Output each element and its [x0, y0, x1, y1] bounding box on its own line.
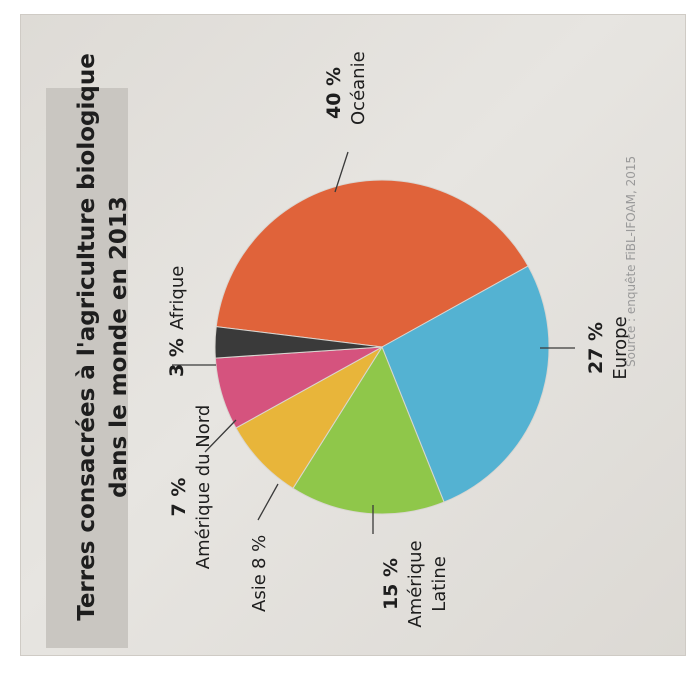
pie-slices [214, 179, 550, 515]
label-asie-name: Asie [249, 574, 270, 612]
chart-title-line1: Terres consacrées à l'agriculture biolog… [74, 53, 100, 621]
pie-slice-oceanie [215, 179, 529, 348]
title-band [46, 88, 128, 648]
pie-slice-afrique [214, 326, 383, 359]
label-amlatine-name2: Latine [429, 556, 450, 612]
pie-slice-amerique-latine [292, 345, 445, 515]
chart-title-line2: dans le monde en 2013 [106, 196, 132, 498]
label-europe-pct: 27 % [585, 322, 607, 374]
label-afrique-pct: 3 % [166, 338, 188, 377]
label-oceanie-pct: 40 % [323, 67, 345, 119]
label-amnord-name: Amérique du Nord [193, 405, 214, 570]
leader-lines [172, 151, 575, 534]
label-europe-name: Europe [610, 316, 631, 379]
leader-amerique-du-nord [204, 419, 237, 453]
rotated-labels: Terres consacrées à l'agriculture biolog… [74, 51, 638, 627]
label-amnord-pct: 7 % [168, 478, 190, 517]
leader-oceanie [334, 151, 349, 193]
label-oceanie-name: Océanie [348, 51, 369, 125]
label-amlatine-pct: 15 % [380, 558, 402, 610]
pie-slice-europe [381, 265, 550, 503]
label-afrique-name: Afrique [167, 266, 188, 330]
leader-asie [257, 483, 279, 521]
label-asie-pct: 8 % [249, 535, 270, 569]
source-note: Source : enquête FiBL-IFOAM, 2015 [624, 156, 638, 367]
label-amlatine-name1: Amérique [405, 540, 426, 627]
